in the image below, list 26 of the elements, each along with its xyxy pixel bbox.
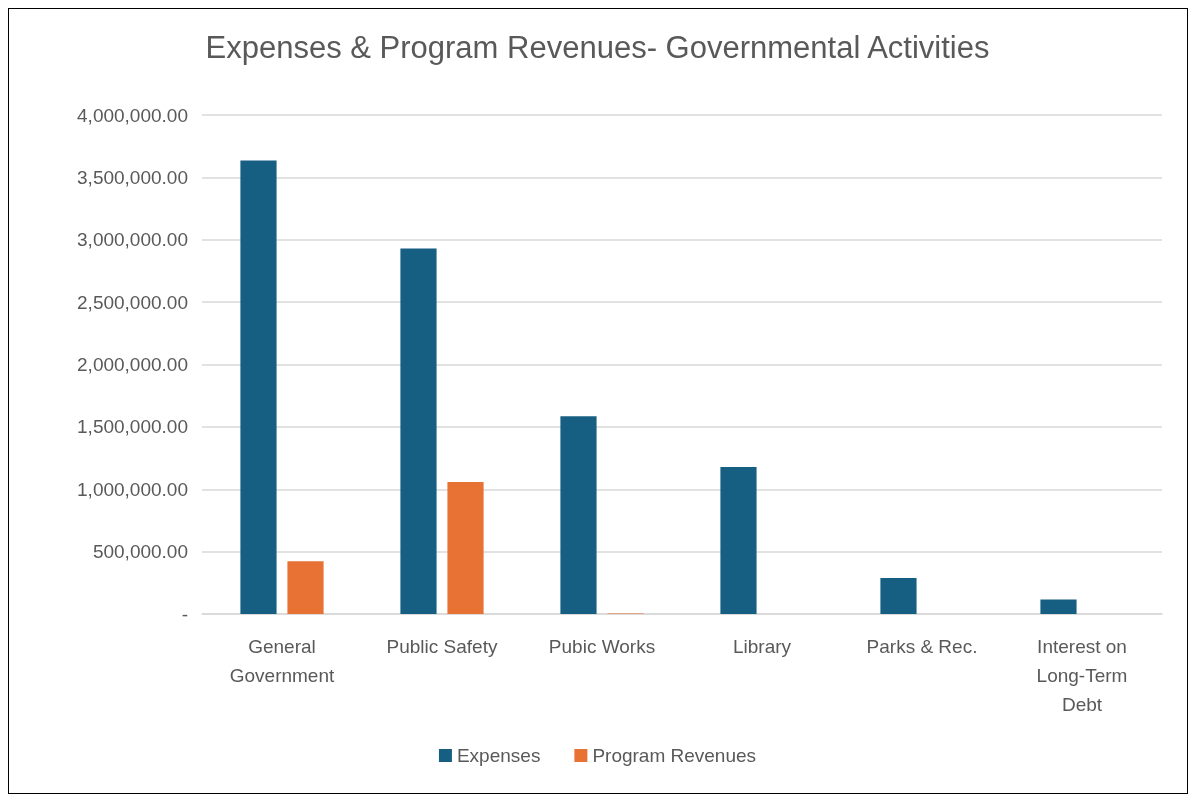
y-tick-label: 3,500,000.00 [77,166,188,188]
bar [720,467,757,614]
x-tick-label: Parks & Rec. [866,636,978,657]
bar [880,577,917,614]
x-tick-label: Library [732,636,792,657]
y-tick-label: 500,000.00 [92,541,188,563]
bar [1040,599,1077,614]
legend-label: Expenses [456,745,541,766]
bar [240,160,277,614]
legend-label: Program Revenues [592,745,757,766]
y-tick-label: 4,000,000.00 [77,104,188,126]
bar [447,481,484,614]
x-tick-label: Public Safety [386,636,498,657]
x-tick-label: Pubic Works [548,636,656,657]
y-tick-label: 2,500,000.00 [77,291,188,313]
y-tick-label: 3,000,000.00 [77,229,188,251]
bar [560,416,597,614]
x-tick-label: General Government [229,636,335,686]
chart-title: Expenses & Program Revenues- Governmental Activities [205,30,990,65]
y-tick-label: 1,000,000.00 [77,478,188,500]
y-tick-label: 2,000,000.00 [77,354,188,375]
x-tick-label: Interest on Long-Term Debt [1036,636,1128,715]
bar [400,248,437,614]
bar [287,561,324,614]
y-tick-label: - [181,603,188,625]
y-tick-label: 1,500,000.00 [77,416,188,438]
